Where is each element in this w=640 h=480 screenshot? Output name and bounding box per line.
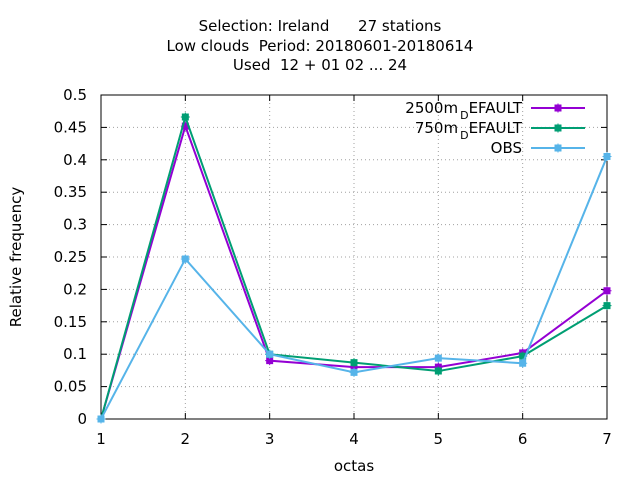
legend-label-2: OBS: [491, 139, 522, 157]
chart-title-line-3: Used 12 + 01 02 ... 24: [232, 56, 408, 74]
x-tick-label: 4: [349, 430, 359, 448]
y-tick-label: 0.35: [54, 183, 87, 201]
y-axis-label: Relative frequency: [7, 187, 25, 328]
series-point: [349, 367, 359, 377]
series-point: [433, 353, 443, 363]
series-point: [265, 349, 275, 359]
y-tick-label: 0.4: [63, 151, 87, 169]
chart-title-line-1: Selection: Ireland 27 stations: [198, 17, 442, 35]
legend-marker-2: [553, 143, 563, 153]
series-point: [265, 356, 275, 366]
x-tick-label: 3: [265, 430, 275, 448]
y-tick-label: 0: [77, 410, 87, 428]
y-tick-label: 0.5: [63, 86, 87, 104]
chart-title-line-2: Low clouds Period: 20180601-20180614: [166, 37, 474, 55]
x-tick-label: 7: [602, 430, 612, 448]
series-point: [180, 112, 190, 122]
x-tick-label: 6: [518, 430, 528, 448]
y-tick-label: 0.25: [54, 248, 87, 266]
series-point: [518, 358, 528, 368]
x-tick-label: 5: [434, 430, 444, 448]
series-point: [602, 152, 612, 162]
legend-label-1: 750m DEFAULT: [415, 119, 523, 142]
series-point: [180, 254, 190, 264]
x-tick-label: 2: [181, 430, 191, 448]
series-point: [433, 366, 443, 376]
series-point: [602, 301, 612, 311]
y-tick-label: 0.05: [54, 378, 87, 396]
y-tick-label: 0.1: [63, 345, 87, 363]
y-tick-label: 0.15: [54, 313, 87, 331]
series-point: [602, 286, 612, 296]
y-tick-label: 0.3: [63, 216, 87, 234]
x-axis-label: octas: [334, 457, 374, 475]
legend-marker-0: [553, 103, 563, 113]
series-point: [349, 358, 359, 368]
series-point: [96, 414, 106, 424]
legend-label-0: 2500m DEFAULT: [405, 99, 523, 122]
x-tick-label: 1: [96, 430, 106, 448]
y-tick-label: 0.45: [54, 118, 87, 136]
y-tick-label: 0.2: [63, 280, 87, 298]
legend-marker-1: [553, 123, 563, 133]
